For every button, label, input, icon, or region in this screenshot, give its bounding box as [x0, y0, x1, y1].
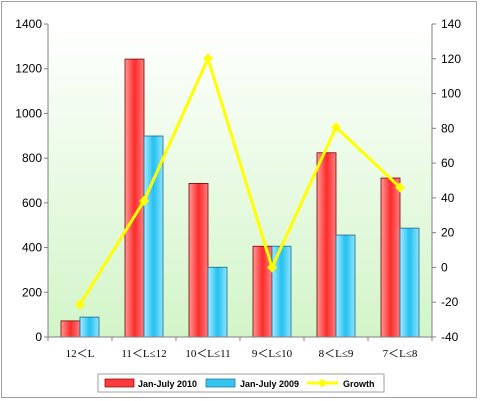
right-tick-label: 120 — [441, 52, 461, 66]
bar-2010-2 — [124, 58, 145, 338]
legend-label-2010: Jan-July 2010 — [138, 379, 197, 389]
legend-box — [97, 373, 385, 393]
bar-2010-1 — [60, 320, 81, 338]
growth-point-3 — [203, 53, 213, 64]
right-tick-label: 80 — [441, 121, 455, 135]
right-tick-label: 100 — [441, 87, 461, 101]
bar-2009-5 — [335, 234, 356, 338]
right-tick-label: -20 — [441, 295, 459, 309]
bar-2009-1 — [79, 316, 100, 338]
right-tick-label: -40 — [441, 330, 459, 344]
right-tick-label: 20 — [441, 226, 455, 240]
bar-2009-6 — [399, 227, 420, 338]
legend-label-2009: Jan-July 2009 — [240, 379, 299, 389]
left-tick-label: 1000 — [15, 106, 42, 120]
legend-label-growth: Growth — [343, 379, 375, 389]
category-label: 7＜L≤8 — [383, 348, 418, 360]
category-label: 12＜L — [66, 348, 95, 360]
legend-swatch-2010 — [104, 378, 135, 388]
growth-point-5 — [331, 122, 341, 133]
bar-2010-5 — [316, 152, 337, 338]
legend-swatch-2009 — [205, 378, 236, 388]
category-label: 11＜L≤12 — [121, 348, 166, 360]
right-tick-label: 0 — [441, 260, 448, 274]
growth-point-2 — [139, 195, 149, 206]
left-tick-label: 600 — [22, 196, 42, 210]
left-tick-label: 1400 — [15, 17, 42, 31]
growth-point-1 — [75, 299, 85, 310]
plot-area — [48, 24, 432, 337]
left-tick-label: 200 — [22, 285, 42, 299]
left-tick-label: 1200 — [15, 62, 42, 76]
bar-2010-3 — [188, 183, 209, 338]
category-label: 10＜L≤11 — [185, 348, 230, 360]
category-label: 9＜L≤10 — [252, 348, 293, 360]
left-tick-label: 0 — [35, 330, 42, 344]
bar-2009-3 — [207, 266, 228, 338]
right-tick-label: 60 — [441, 156, 455, 170]
legend-marker-growth — [318, 378, 327, 388]
left-tick-label: 400 — [22, 241, 42, 255]
growth-line — [78, 56, 402, 306]
right-tick-label: 40 — [441, 191, 455, 205]
growth-point-6 — [395, 182, 405, 193]
right-tick-label: 140 — [441, 17, 461, 31]
growth-point-4 — [267, 262, 277, 273]
bar-2010-6 — [380, 177, 401, 338]
category-label: 8＜L≤9 — [319, 348, 354, 360]
left-tick-label: 800 — [22, 151, 42, 165]
